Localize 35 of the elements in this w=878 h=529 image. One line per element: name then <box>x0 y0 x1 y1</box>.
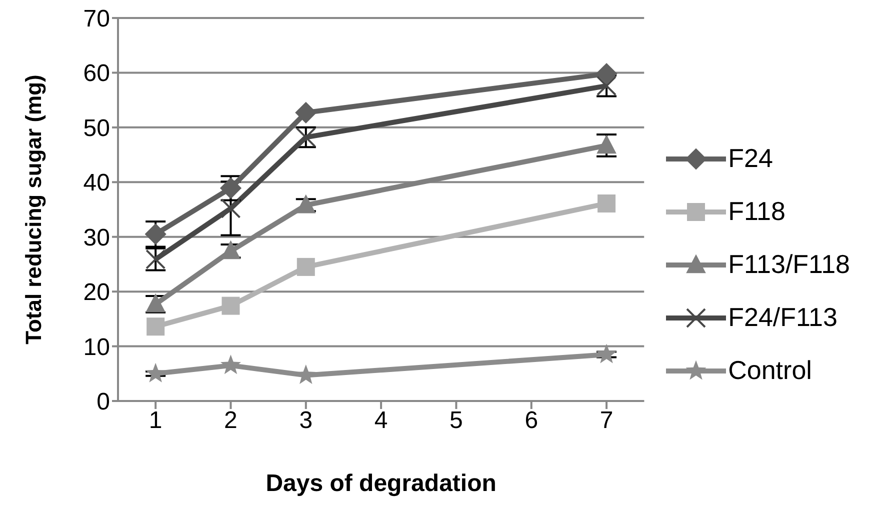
legend-label: F118 <box>728 196 786 227</box>
point <box>145 362 166 382</box>
legend-label: F24 <box>728 143 773 174</box>
point <box>220 354 242 374</box>
x-tick-label: 5 <box>450 407 463 434</box>
y-tick-label: 50 <box>83 114 110 142</box>
point <box>596 344 617 364</box>
x-tick-label: 6 <box>524 407 538 434</box>
point <box>222 296 240 315</box>
x-tick-label: 3 <box>299 407 313 434</box>
y-tick-label: 60 <box>83 60 110 88</box>
x-tick-label: 2 <box>224 407 238 434</box>
x-tick-label: 4 <box>374 407 388 434</box>
y-axis-title: Total reducing sugar (mg) <box>20 74 46 344</box>
y-tick-label: 70 <box>83 6 110 33</box>
point <box>596 63 618 85</box>
legend-label: F24/F113 <box>728 302 838 333</box>
point <box>296 194 316 214</box>
point <box>295 102 317 124</box>
x-tick-label: 7 <box>600 407 614 434</box>
legend-label: F113/F118 <box>728 249 850 280</box>
point <box>596 134 616 154</box>
point <box>146 318 165 336</box>
point <box>598 194 616 212</box>
y-tick-label: 0 <box>96 388 110 416</box>
y-tick-label: 40 <box>83 170 110 197</box>
y-tick-label: 10 <box>83 334 110 361</box>
point <box>220 198 241 218</box>
point <box>296 258 315 276</box>
x-axis-title: Days of degradation <box>266 470 496 497</box>
y-tick-label: 20 <box>83 279 110 306</box>
x-tick-label: 1 <box>148 407 162 434</box>
point <box>296 364 316 384</box>
legend-label: Control <box>728 355 812 386</box>
y-tick-label: 30 <box>83 224 110 252</box>
